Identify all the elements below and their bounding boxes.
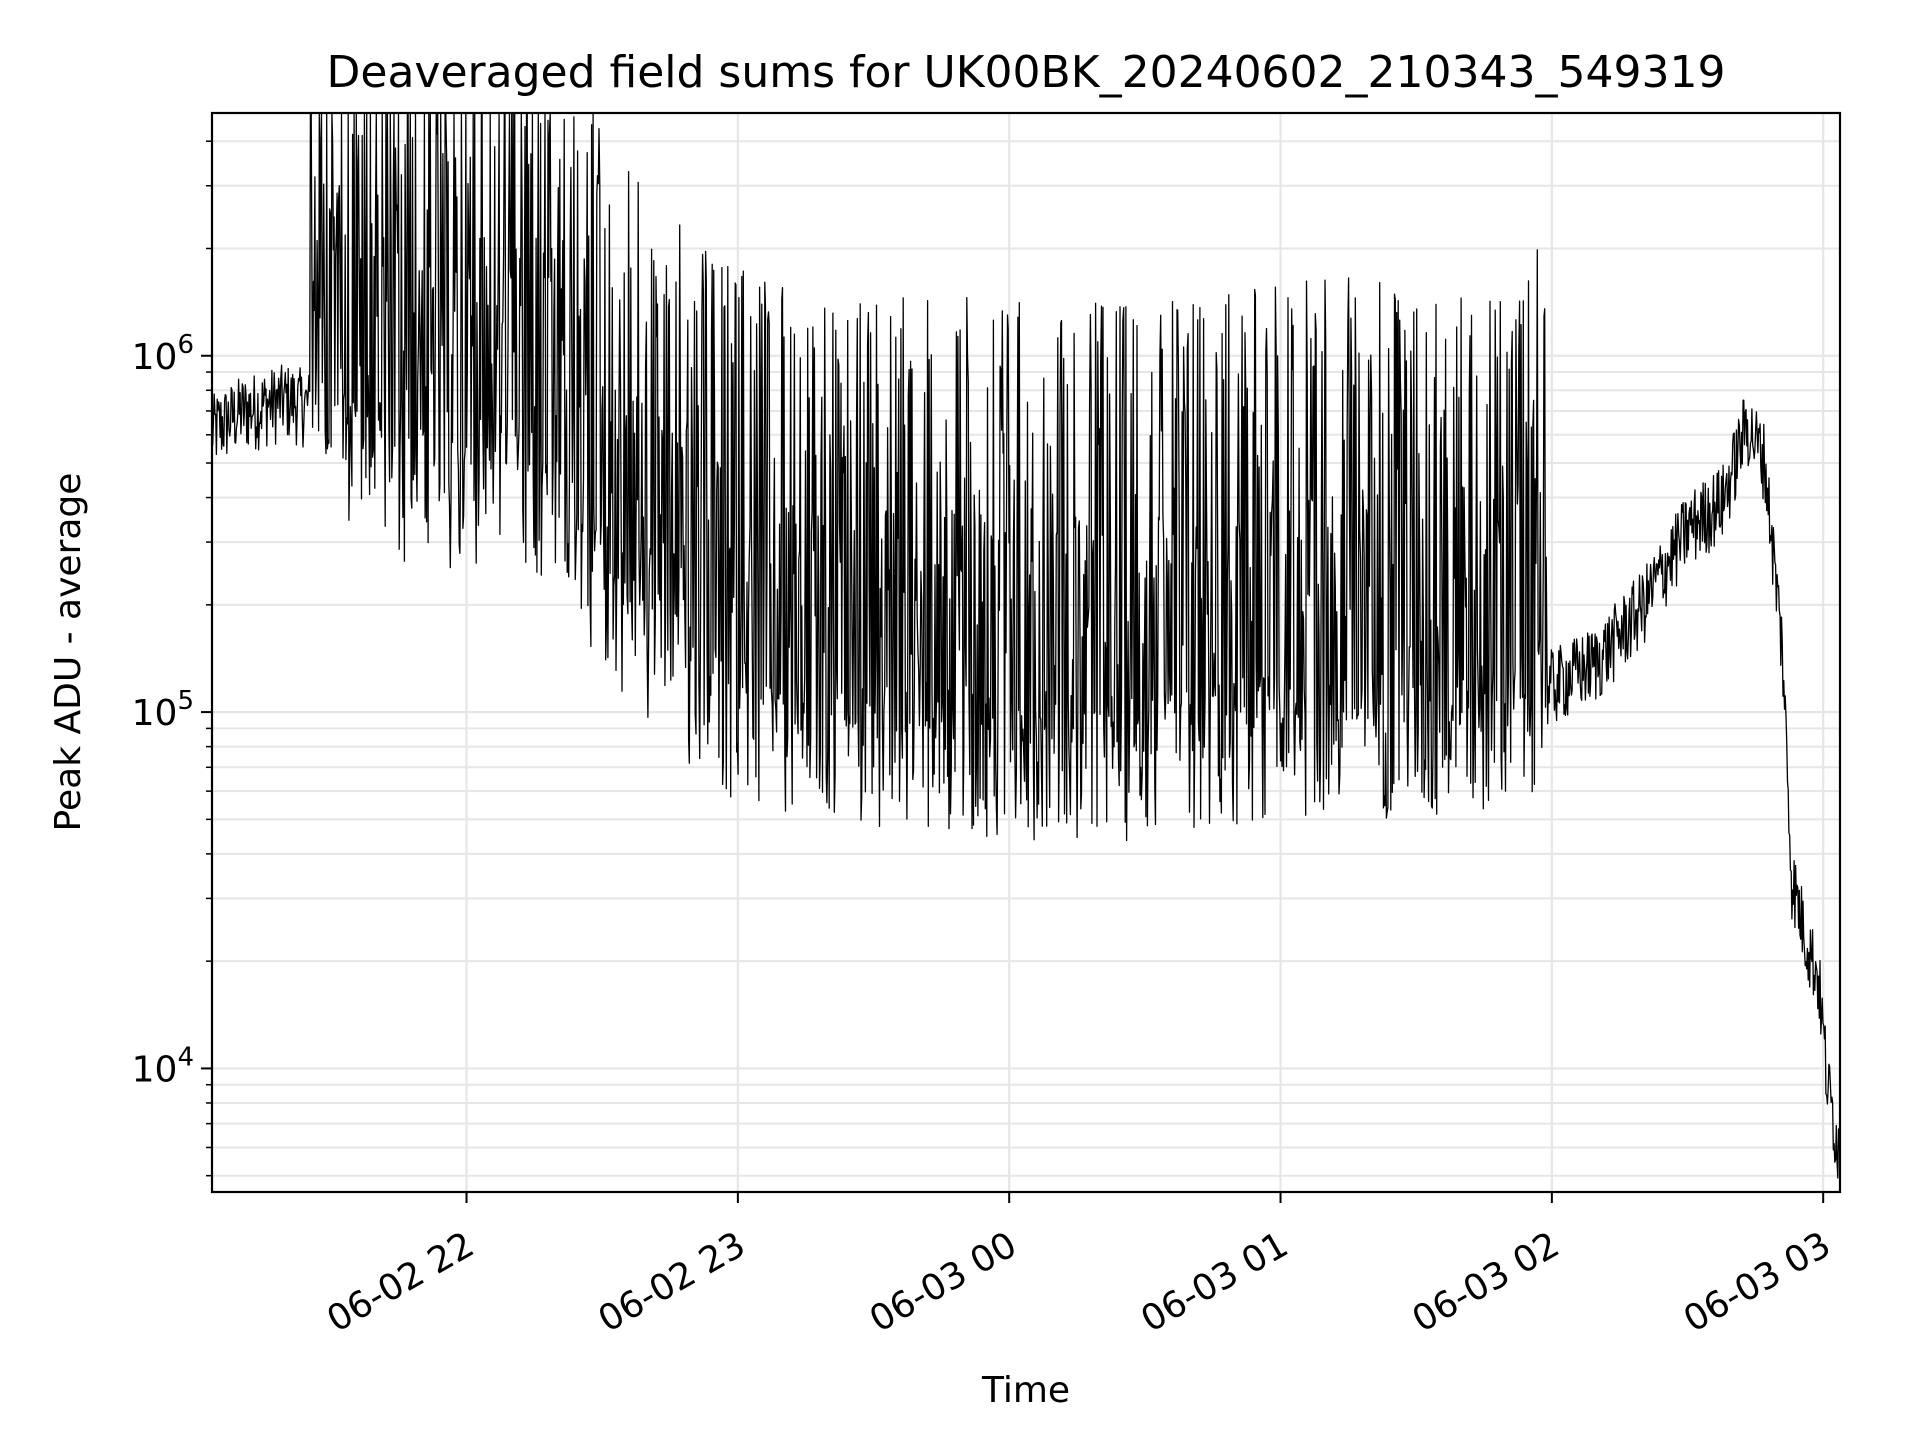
- y-axis: 104 105 106: [132, 140, 212, 1177]
- series-line: [211, 112, 1841, 1179]
- y-tick-label: 106: [132, 330, 194, 378]
- y-tick-label: 105: [132, 686, 194, 734]
- x-axis-label: Time: [981, 1370, 1070, 1411]
- y-axis-label: Peak ADU - average: [48, 473, 89, 832]
- y-tick-label: 104: [132, 1042, 194, 1090]
- chart-title: Deaveraged field sums for UK00BK_2024060…: [327, 47, 1726, 98]
- plot-frame: [210, 111, 1842, 1194]
